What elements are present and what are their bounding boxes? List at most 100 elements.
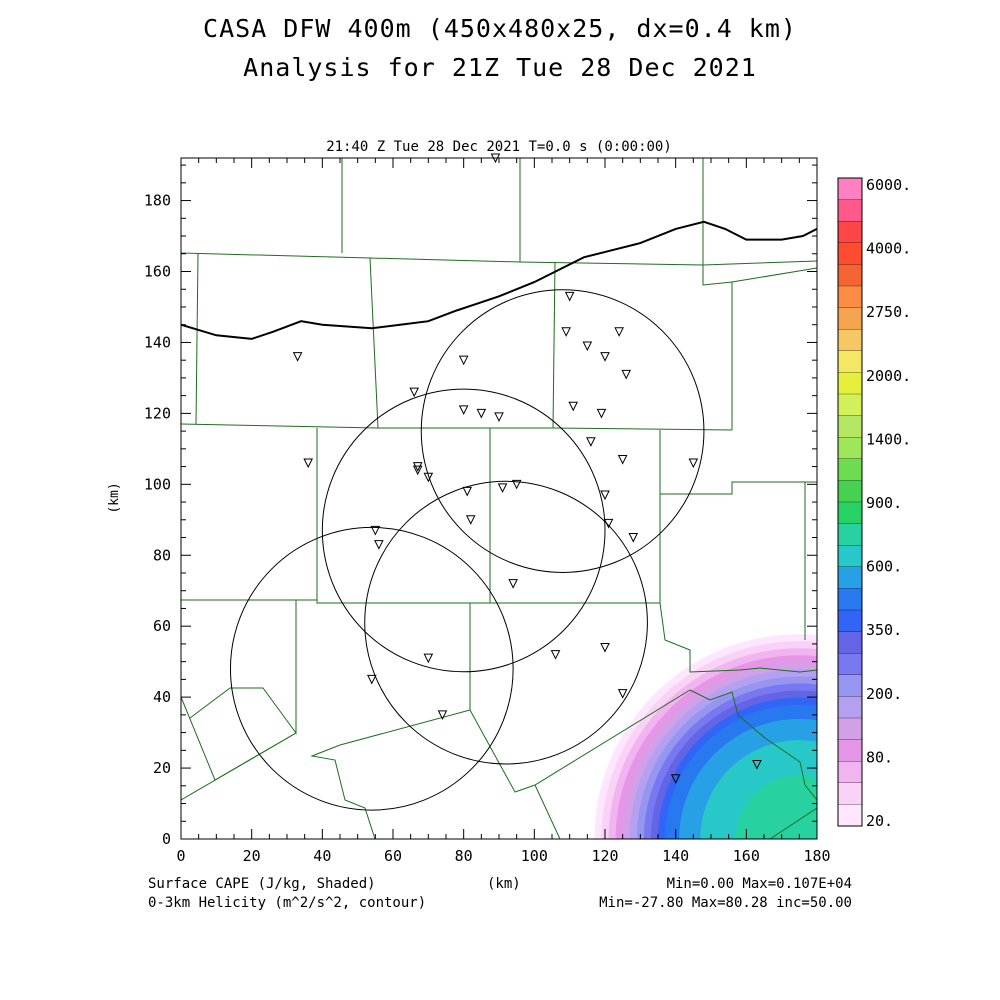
colorbar-swatch xyxy=(837,717,863,741)
y-tick-label: 40 xyxy=(153,688,171,706)
colorbar-label: 20. xyxy=(866,812,893,830)
station-marker xyxy=(465,515,476,525)
radar-ring xyxy=(321,388,606,673)
station-marker xyxy=(564,291,575,302)
station-marker xyxy=(462,486,473,497)
x-tick-label: 60 xyxy=(384,847,402,865)
station-marker xyxy=(494,412,504,423)
colorbar-swatch xyxy=(837,566,863,589)
helicity-contours xyxy=(181,220,817,340)
station-marker xyxy=(596,408,607,419)
cape-ring xyxy=(735,775,817,839)
colorbar-swatch xyxy=(837,631,863,654)
colorbar-label: 6000. xyxy=(866,176,911,194)
station-marker xyxy=(423,472,434,483)
y-axis-label: (km) xyxy=(107,482,122,513)
y-tick-label: 100 xyxy=(144,475,171,493)
shaded-stats: Min=0.00 Max=0.107E+04 xyxy=(666,876,852,892)
colorbar-swatch xyxy=(837,501,863,525)
colorbar-swatch xyxy=(837,761,863,784)
x-tick-label: 80 xyxy=(455,847,473,865)
station-marker xyxy=(366,674,377,685)
county-boundaries xyxy=(181,158,817,839)
colorbar-label: 900. xyxy=(866,494,902,512)
y-axis: 0 20 40 60 80 100 120 140 160 180 xyxy=(144,164,817,848)
station-marker xyxy=(412,465,423,476)
helicity-contour xyxy=(181,220,817,340)
station-marker xyxy=(600,490,610,501)
colorbar-label: 600. xyxy=(866,558,902,576)
colorbar-swatch xyxy=(837,804,863,827)
station-marker xyxy=(437,710,448,720)
colorbar-swatch xyxy=(837,653,863,676)
y-tick-label: 120 xyxy=(144,404,171,422)
station-marker xyxy=(617,454,628,465)
y-tick-label: 160 xyxy=(144,263,171,281)
station-marker xyxy=(628,533,639,543)
cape-shading xyxy=(594,634,817,839)
colorbar-swatch xyxy=(837,221,863,244)
x-axis-label: (km) xyxy=(487,876,521,892)
x-tick-label: 0 xyxy=(176,847,185,865)
chart-subtitle: Analysis for 21Z Tue 28 Dec 2021 xyxy=(243,53,757,82)
station-marker xyxy=(476,408,487,419)
colorbar-swatch xyxy=(837,588,863,611)
colorbar-label: 2750. xyxy=(866,303,911,321)
station-marker xyxy=(511,479,522,490)
colorbar-swatch xyxy=(837,329,863,352)
radar-ring xyxy=(420,289,705,573)
colorbar-swatch xyxy=(837,177,863,201)
colorbar-swatch xyxy=(837,393,863,417)
station-marker xyxy=(374,540,384,550)
station-marker xyxy=(617,689,628,699)
station-marker xyxy=(292,352,303,362)
station-marker xyxy=(670,774,681,784)
colorbar: 6000. 4000. 2750. 2000. 1400. 900. 600. 350. 200… xyxy=(837,176,911,830)
x-tick-label: 40 xyxy=(313,847,331,865)
y-tick-label: 20 xyxy=(153,759,171,777)
colorbar-swatch xyxy=(837,199,863,222)
shaded-field-label: Surface CAPE (J/kg, Shaded) xyxy=(148,876,376,892)
station-marker xyxy=(752,760,762,770)
colorbar-swatch xyxy=(837,782,863,805)
colorbar-label: 350. xyxy=(866,621,902,639)
station-marker xyxy=(600,642,610,653)
station-marker xyxy=(458,355,469,366)
radar-stations xyxy=(292,153,762,784)
plot-time-label: 21:40 Z Tue 28 Dec 2021 T=0.0 s (0:00:00… xyxy=(326,139,672,155)
colorbar-swatch xyxy=(837,696,863,719)
station-marker xyxy=(409,387,420,398)
station-marker xyxy=(561,327,571,337)
station-marker xyxy=(550,650,561,660)
station-marker xyxy=(458,405,469,415)
colorbar-swatch xyxy=(837,372,863,395)
y-tick-label: 60 xyxy=(153,617,171,635)
colorbar-swatch xyxy=(837,458,863,481)
colorbar-label: 4000. xyxy=(866,240,911,258)
station-marker xyxy=(582,341,593,352)
colorbar-swatch xyxy=(837,739,863,762)
x-tick-label: 180 xyxy=(803,847,830,865)
station-marker xyxy=(586,437,596,447)
station-marker xyxy=(614,327,624,337)
colorbar-frame xyxy=(837,177,863,827)
y-tick-label: 140 xyxy=(144,333,171,351)
colorbar-label: 200. xyxy=(866,685,902,703)
radar-ring xyxy=(229,526,514,811)
contour-field-label: 0-3km Helicity (m^2/s^2, contour) xyxy=(148,895,427,911)
colorbar-label: 80. xyxy=(866,748,893,766)
station-marker xyxy=(603,518,614,529)
colorbar-swatch xyxy=(837,609,863,633)
y-tick-label: 80 xyxy=(153,546,171,564)
x-tick-label: 160 xyxy=(733,847,760,865)
x-tick-label: 120 xyxy=(591,847,618,865)
colorbar-swatch xyxy=(837,285,863,309)
colorbar-swatch xyxy=(837,480,863,503)
station-marker xyxy=(303,458,314,469)
colorbar-swatch xyxy=(837,523,863,546)
x-axis: 0 20 40 60 80 100 120 140 160 180 xyxy=(176,158,831,865)
colorbar-swatch xyxy=(837,350,863,373)
colorbar-swatch xyxy=(837,545,863,568)
radar-ring xyxy=(364,480,648,765)
